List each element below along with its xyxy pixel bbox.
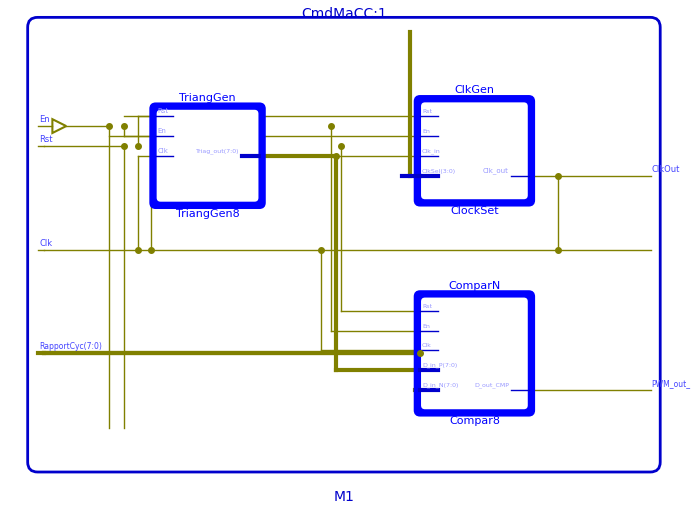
Text: Clk: Clk	[158, 148, 169, 154]
FancyBboxPatch shape	[415, 292, 534, 415]
Text: ClockSet: ClockSet	[450, 206, 499, 216]
Text: RapportCyc(7:0): RapportCyc(7:0)	[40, 342, 102, 352]
Text: M1: M1	[334, 490, 355, 504]
Text: Triag_out(7:0): Triag_out(7:0)	[196, 148, 240, 154]
Text: Compar8: Compar8	[449, 416, 500, 426]
Text: En: En	[422, 129, 430, 134]
Text: En: En	[40, 115, 50, 124]
Text: Clk: Clk	[422, 343, 432, 348]
Text: Rst: Rst	[422, 109, 432, 114]
FancyBboxPatch shape	[421, 298, 528, 409]
Text: ClkOut: ClkOut	[651, 165, 680, 174]
FancyBboxPatch shape	[28, 17, 660, 472]
FancyBboxPatch shape	[151, 104, 264, 208]
Text: D_in_N(7:0): D_in_N(7:0)	[422, 383, 459, 388]
Text: En: En	[422, 324, 430, 329]
Text: ComparN: ComparN	[448, 280, 500, 291]
Text: D_in_P(7:0): D_in_P(7:0)	[422, 363, 457, 368]
Text: TriangGen: TriangGen	[179, 93, 236, 103]
Text: Rst: Rst	[158, 108, 169, 114]
Text: PWM_out_: PWM_out_	[651, 379, 691, 388]
FancyBboxPatch shape	[157, 110, 259, 202]
Text: CmdMaCC:1: CmdMaCC:1	[302, 8, 388, 21]
Text: Rst: Rst	[40, 135, 53, 144]
FancyBboxPatch shape	[415, 97, 534, 205]
Text: TriangGen8: TriangGen8	[176, 209, 240, 218]
Text: Rst: Rst	[422, 304, 432, 309]
Text: Clk_in: Clk_in	[422, 148, 441, 154]
Text: Clk_out: Clk_out	[483, 167, 509, 174]
FancyBboxPatch shape	[421, 103, 528, 199]
Text: En: En	[158, 128, 167, 134]
Text: ClkSel(3:0): ClkSel(3:0)	[422, 169, 456, 174]
Text: ClkGen: ClkGen	[454, 85, 494, 96]
Text: D_out_CMP: D_out_CMP	[474, 383, 509, 388]
Text: Clk: Clk	[40, 239, 53, 247]
